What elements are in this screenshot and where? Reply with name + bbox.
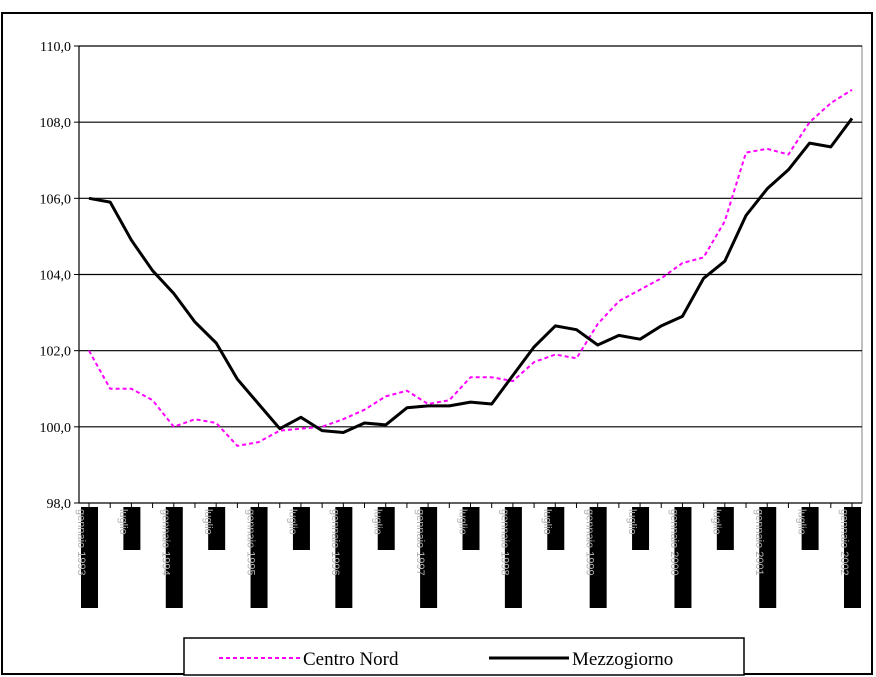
x-tick-label: luglio [287,509,299,535]
legend-label-mezzogiorno: Mezzogiorno [572,649,673,670]
x-tick-label: gennaio 1996 [329,509,341,576]
series-line-mezzogiorno [88,117,854,434]
legend-box [183,637,745,676]
x-tick-label: gennaio 1995 [244,509,256,576]
x-tick-label-background [208,507,226,550]
x-tick-label: gennaio 1993 [75,509,87,576]
y-tick-label: 110,0 [40,40,71,55]
x-tick-label: gennaio 2000 [668,509,680,576]
x-tick-label: luglio [626,509,638,535]
x-tick-label-background [716,507,734,550]
y-tick-label: 106,0 [40,192,72,207]
y-tick-label: 104,0 [40,269,72,284]
x-tick-label-background [844,507,861,608]
x-tick-label: luglio [456,509,468,535]
x-tick-label: luglio [541,509,553,535]
x-tick-label-background [759,507,777,608]
legend: Centro Nord Mezzogiorno [183,637,745,676]
x-tick-label: gennaio 1994 [160,509,172,576]
x-tick-label-background [632,507,650,550]
y-tick-label: 98,0 [47,497,72,512]
x-tick-label-background [165,507,183,608]
x-tick-label: gennaio 2001 [753,509,765,576]
x-tick-label-background [589,507,607,608]
x-tick-label-background [462,507,480,550]
x-tick-label: gennaio 1998 [499,509,511,576]
x-tick-label-background [504,507,522,608]
x-tick-label-background [335,507,353,608]
x-tick-label-background [801,507,819,550]
x-tick-label: luglio [795,509,807,535]
x-tick-label-background [250,507,268,608]
legend-label-centro-nord: Centro Nord [303,649,399,670]
x-tick-label-background [547,507,565,550]
x-tick-label: gennaio 2002 [838,509,850,576]
x-axis-ticks: gennaio 1993 luglio gennaio 1994 luglio genn… [75,503,861,608]
gridlines [79,45,862,428]
x-tick-label-background [420,507,438,608]
x-tick-label-background [377,507,395,550]
y-tick-label: 100,0 [40,421,72,436]
y-tick-label: 108,0 [40,116,72,131]
x-tick-label: gennaio 1999 [583,509,595,576]
x-tick-label-background [123,507,141,550]
x-tick-label-background [81,507,98,608]
x-tick-label: gennaio 1997 [414,509,426,576]
x-tick-label-background [292,507,310,550]
x-tick-label: luglio [372,509,384,535]
y-axis-ticks: 98,0 100,0 102,0 104,0 106,0 108,0 110,0 [40,40,79,512]
y-tick-label: 102,0 [40,345,72,360]
x-tick-label: luglio [202,509,214,535]
x-tick-label: luglio [711,509,723,535]
x-tick-label-background [674,507,692,608]
series-lines [88,88,854,447]
x-tick-label: luglio [117,509,129,535]
series-line-centro-nord [88,88,853,447]
